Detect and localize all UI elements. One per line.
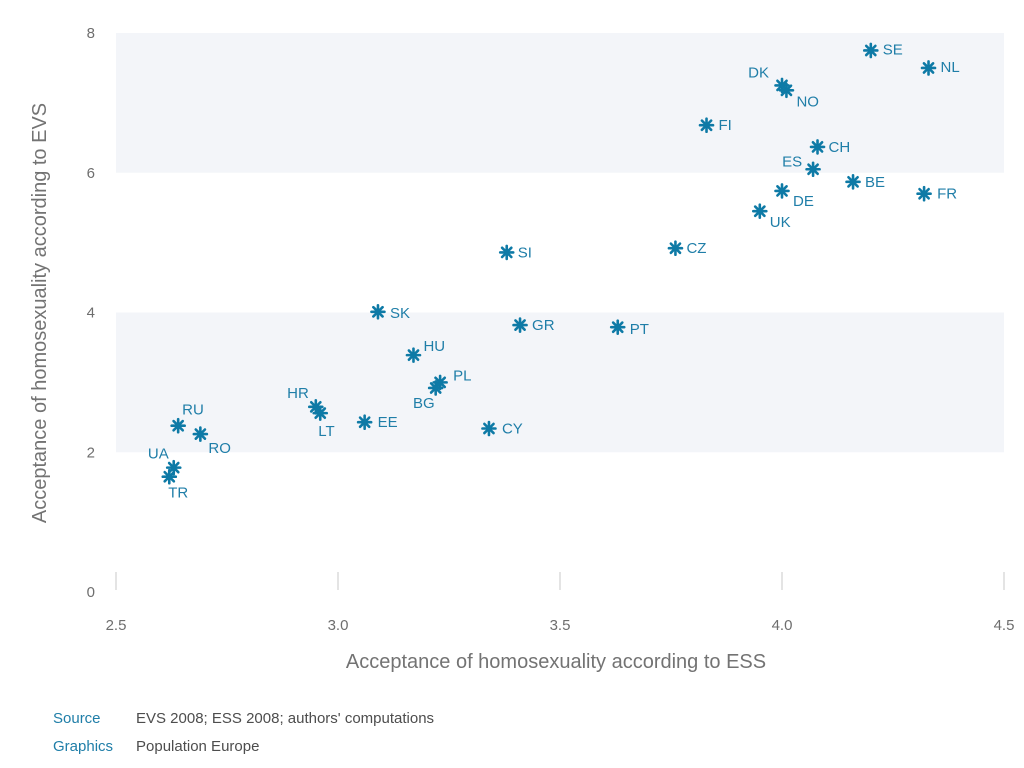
data-label-dk: DK — [748, 64, 769, 81]
data-point-es — [805, 161, 821, 178]
data-label-pl: PL — [453, 367, 471, 384]
y-tick-label: 2 — [87, 444, 95, 461]
y-tick-label: 0 — [87, 584, 95, 601]
data-point-tr — [161, 468, 178, 485]
x-tick-label: 4.5 — [994, 617, 1015, 634]
source-label: Source — [53, 710, 101, 727]
data-label-ch: CH — [829, 139, 851, 156]
data-label-be: BE — [865, 174, 885, 191]
data-label-ua: UA — [148, 446, 169, 463]
data-point-lt — [312, 405, 329, 421]
data-point-gr — [512, 317, 528, 333]
data-point-ee — [356, 414, 373, 431]
x-axis-title: Acceptance of homosexuality according to… — [346, 651, 766, 673]
data-label-es: ES — [782, 153, 802, 170]
data-label-no: NO — [796, 93, 819, 110]
graphics-line: Graphics Population Europe — [53, 738, 259, 755]
data-label-ee: EE — [378, 414, 398, 431]
data-point-fr — [916, 185, 932, 202]
graphics-label: Graphics — [53, 738, 114, 755]
data-point-si — [498, 244, 515, 261]
y-tick-label: 6 — [87, 165, 95, 182]
x-tick-label: 4.0 — [772, 617, 793, 634]
data-label-se: SE — [883, 41, 903, 58]
y-tick-label: 4 — [87, 305, 95, 322]
graphics-value: Population Europe — [136, 738, 260, 755]
data-label-pt: PT — [630, 321, 649, 338]
data-label-ro: RO — [208, 440, 231, 457]
data-point-uk — [751, 203, 768, 219]
data-label-cz: CZ — [686, 240, 706, 257]
data-label-hu: HU — [423, 338, 445, 355]
source-line: Source EVS 2008; ESS 2008; authors' compu… — [53, 710, 434, 727]
x-tick-label: 3.5 — [550, 617, 571, 634]
data-point-cz — [667, 240, 684, 257]
data-label-fr: FR — [937, 186, 957, 203]
data-point-fi — [698, 117, 715, 134]
data-point-hr — [307, 399, 324, 415]
data-point-pt — [609, 319, 626, 335]
data-point-ch — [809, 139, 826, 155]
data-label-bg: BG — [413, 395, 435, 412]
data-label-nl: NL — [941, 59, 960, 76]
data-point-hu — [405, 347, 422, 363]
data-label-lt: LT — [318, 423, 334, 440]
scatter-chart: 2.5 3.0 3.5 4.0 4.5 0 2 4 6 8 SE NL DK NO FI CH ES BE FR D… — [29, 25, 1015, 673]
grid-band-0 — [116, 312, 1004, 453]
data-label-uk: UK — [770, 214, 791, 231]
data-label-ru: RU — [182, 402, 204, 419]
data-point-de — [774, 183, 790, 199]
data-point-sk — [370, 304, 386, 320]
data-label-si: SI — [518, 244, 532, 261]
data-label-cy: CY — [502, 420, 523, 437]
data-label-de: DE — [793, 193, 814, 210]
x-tick-label: 3.0 — [328, 617, 349, 634]
data-point-cy — [481, 420, 497, 437]
data-label-tr: TR — [168, 485, 188, 502]
grid-bands — [116, 33, 1004, 453]
x-tick-label: 2.5 — [106, 617, 127, 634]
data-label-fi: FI — [719, 117, 732, 134]
data-point-ro — [192, 426, 209, 442]
data-label-sk: SK — [390, 305, 410, 322]
axes: 2.5 3.0 3.5 4.0 4.5 0 2 4 6 8 — [87, 25, 1015, 634]
data-point-nl — [920, 60, 937, 76]
source-value: EVS 2008; ESS 2008; authors' computation… — [136, 710, 435, 727]
data-point-bg — [427, 380, 444, 396]
data-label-hr: HR — [287, 385, 309, 402]
grid-band-1 — [116, 33, 1004, 173]
y-tick-label: 8 — [87, 25, 95, 42]
y-axis-title: Acceptance of homosexuality according to… — [29, 103, 51, 523]
data-label-gr: GR — [532, 317, 555, 334]
data-point-be — [845, 174, 861, 190]
data-point-ru — [170, 417, 186, 434]
data-point-se — [862, 42, 879, 59]
data-point-no — [778, 82, 795, 99]
